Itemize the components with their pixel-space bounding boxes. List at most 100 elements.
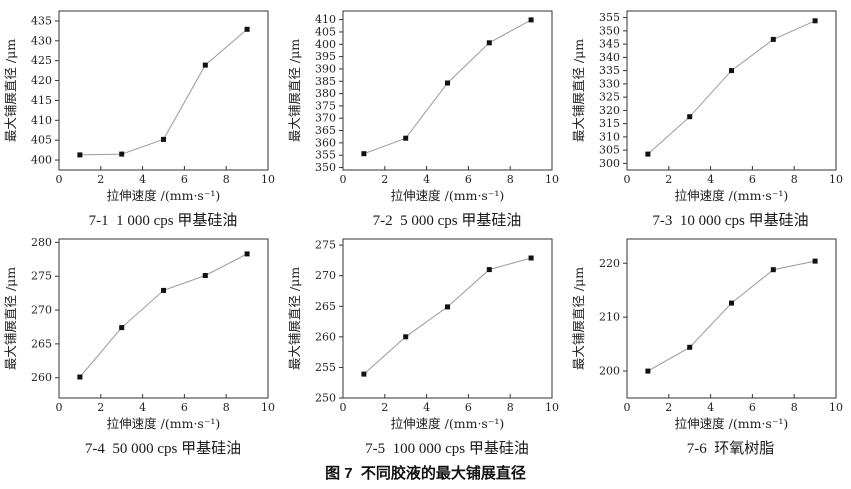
data-markers	[644, 18, 818, 157]
subplot-7-2: 0 2 4 6 8 10 350 355 360 365 370 375 380 385 390 395 400…	[284, 4, 568, 232]
svg-text:355: 355	[599, 11, 620, 24]
svg-text:420: 420	[31, 74, 52, 87]
svg-text:10: 10	[261, 401, 275, 414]
line-chart-7-3: 0 2 4 6 8 10 300 305 310 315 320 325 330 335 340 345 350…	[570, 4, 850, 210]
svg-text:260: 260	[315, 330, 336, 343]
svg-text:10: 10	[261, 173, 275, 186]
svg-text:275: 275	[315, 239, 336, 252]
x-axis-label: 拉伸速度 /(mm·s⁻¹)	[107, 188, 221, 203]
svg-text:410: 410	[31, 114, 52, 127]
svg-text:410: 410	[315, 13, 336, 26]
svg-text:6: 6	[748, 401, 755, 414]
data-markers	[644, 258, 818, 374]
charts-grid: 0 2 4 6 8 10 400 405 410 415 420 425 430 435 拉伸速度 /(mm…	[0, 4, 851, 460]
svg-text:395: 395	[315, 50, 336, 63]
x-axis-label: 拉伸速度 /(mm·s⁻¹)	[107, 416, 221, 431]
svg-text:4: 4	[139, 173, 146, 186]
svg-text:8: 8	[507, 401, 514, 414]
svg-text:380: 380	[315, 87, 336, 100]
svg-text:370: 370	[315, 112, 336, 125]
y-axis: 260 265 270 275 280	[31, 236, 59, 384]
line-chart-7-5: 0 2 4 6 8 10 250 255 260 265 270 275 拉伸速度 /(mm·s⁻¹) 最…	[286, 232, 566, 438]
svg-text:2: 2	[97, 401, 104, 414]
svg-text:2: 2	[381, 401, 388, 414]
svg-text:8: 8	[790, 173, 797, 186]
plot-frame	[626, 238, 836, 399]
svg-text:345: 345	[599, 38, 620, 51]
x-axis: 0 2 4 6 8 10	[340, 394, 559, 414]
chart-svg-7-5: 0 2 4 6 8 10 250 255 260 265 270 275 拉伸速度 /(mm·s⁻¹) 最…	[287, 238, 559, 431]
plot-frame	[58, 238, 269, 399]
svg-text:10: 10	[829, 401, 843, 414]
y-axis: 400 405 410 415 420 425 430 435	[31, 14, 59, 167]
svg-text:220: 220	[599, 257, 620, 270]
svg-text:280: 280	[31, 236, 52, 249]
data-line	[363, 257, 532, 375]
chart-svg-7-1: 0 2 4 6 8 10 400 405 410 415 420 425 430 435 拉伸速度 /(mm…	[3, 10, 275, 203]
data-markers	[77, 26, 250, 158]
svg-text:350: 350	[599, 24, 620, 37]
x-axis: 0 2 4 6 8 10	[623, 166, 843, 186]
svg-text:0: 0	[56, 173, 63, 186]
svg-text:4: 4	[423, 401, 430, 414]
plot-frame	[58, 10, 269, 171]
line-chart-7-4: 0 2 4 6 8 10 260 265 270 275 280 拉伸速度 /(mm·s⁻¹) 最大铺展…	[2, 232, 282, 438]
subplot-7-4: 0 2 4 6 8 10 260 265 270 275 280 拉伸速度 /(mm·s⁻¹) 最大铺展…	[0, 232, 284, 460]
svg-text:350: 350	[315, 161, 336, 174]
subplot-caption-7-1: 7-1 1 000 cps 甲基硅油	[88, 213, 238, 229]
svg-text:200: 200	[599, 365, 620, 378]
svg-text:260: 260	[31, 371, 52, 384]
svg-text:10: 10	[545, 401, 559, 414]
data-line	[79, 253, 248, 378]
svg-text:315: 315	[599, 117, 620, 130]
data-line	[363, 19, 532, 155]
svg-text:0: 0	[623, 173, 630, 186]
svg-text:425: 425	[31, 54, 52, 67]
svg-text:6: 6	[181, 173, 188, 186]
subplot-caption-7-6: 7-6 环氧树脂	[686, 441, 775, 457]
svg-text:4: 4	[707, 173, 714, 186]
y-axis-label: 最大铺展直径 /μm	[3, 39, 18, 142]
subplot-7-6: 0 2 4 6 8 10 200 210 220 拉伸速度 /(mm·s⁻¹) 最大铺展直径 /μm…	[568, 232, 851, 460]
svg-text:0: 0	[340, 401, 347, 414]
y-axis-label: 最大铺展直径 /μm	[571, 267, 586, 370]
svg-text:430: 430	[31, 34, 52, 47]
svg-text:0: 0	[340, 173, 347, 186]
svg-text:210: 210	[599, 311, 620, 324]
subplot-caption-7-4: 7-4 50 000 cps 甲基硅油	[84, 441, 242, 457]
x-axis-label: 拉伸速度 /(mm·s⁻¹)	[674, 416, 788, 431]
svg-text:325: 325	[599, 91, 620, 104]
svg-text:415: 415	[31, 94, 52, 107]
svg-text:0: 0	[56, 401, 63, 414]
svg-text:435: 435	[31, 14, 52, 27]
svg-text:6: 6	[465, 401, 472, 414]
line-chart-7-2: 0 2 4 6 8 10 350 355 360 365 370 375 380 385 390 395 400…	[286, 4, 566, 210]
y-axis: 250 255 260 265 270 275	[315, 239, 343, 405]
svg-text:405: 405	[315, 25, 336, 38]
svg-text:265: 265	[315, 300, 336, 313]
y-axis-label: 最大铺展直径 /μm	[571, 39, 586, 142]
x-axis-label: 拉伸速度 /(mm·s⁻¹)	[674, 188, 788, 203]
svg-text:300: 300	[599, 157, 620, 170]
y-axis-label: 最大铺展直径 /μm	[287, 267, 302, 370]
chart-svg-7-3: 0 2 4 6 8 10 300305310315320325330335340345350…	[571, 10, 843, 203]
svg-text:8: 8	[507, 173, 514, 186]
x-axis-label: 拉伸速度 /(mm·s⁻¹)	[391, 188, 505, 203]
svg-text:330: 330	[599, 77, 620, 90]
x-axis: 0 2 4 6 8 10	[56, 166, 275, 186]
svg-text:0: 0	[623, 401, 630, 414]
svg-text:375: 375	[315, 99, 336, 112]
subplot-caption-7-2: 7-2 5 000 cps 甲基硅油	[372, 213, 522, 229]
svg-text:255: 255	[315, 361, 336, 374]
data-line	[647, 20, 815, 155]
svg-text:340: 340	[599, 51, 620, 64]
data-markers	[361, 255, 534, 377]
svg-text:10: 10	[545, 173, 559, 186]
y-axis: 200 210 220	[599, 257, 627, 378]
plot-frame	[342, 10, 553, 171]
svg-text:355: 355	[315, 149, 336, 162]
svg-text:405: 405	[31, 134, 52, 147]
svg-text:275: 275	[31, 270, 52, 283]
